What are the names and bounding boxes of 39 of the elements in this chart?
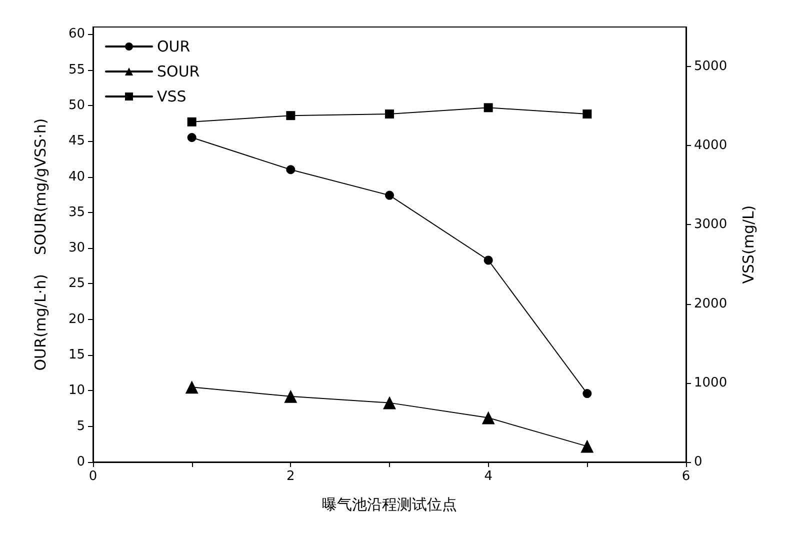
y-tick-label: 60: [68, 26, 85, 42]
y-tick-label: 0: [76, 454, 85, 470]
y2-tick-label: 5000: [694, 59, 728, 74]
y-axis-title: OUR(mg/L·h) SOUR(mg/gVSS·h): [32, 118, 50, 371]
y-tick-label: 20: [68, 312, 85, 327]
x-tick-label: 6: [682, 469, 690, 484]
y2-axis-title: VSS(mg/L): [740, 205, 758, 284]
point: [484, 256, 493, 265]
point: [582, 389, 592, 398]
y2-tick-label: 4000: [694, 138, 728, 154]
point: [187, 133, 196, 142]
point: [286, 165, 296, 174]
y-tick-label: 15: [68, 348, 85, 363]
y-tick-label: 25: [68, 276, 85, 292]
x-tick-label: 4: [484, 469, 492, 484]
y2-tick-label: 1000: [694, 375, 728, 390]
point: [580, 440, 594, 453]
y-tick-label: 55: [68, 62, 85, 78]
y2-tick-label: 3000: [694, 217, 728, 232]
legend-label: VSS: [157, 88, 186, 106]
legend-label: SOUR: [157, 62, 200, 80]
y-tick-label: 35: [68, 204, 85, 220]
point: [284, 390, 298, 403]
y-tick-label: 5: [76, 418, 85, 434]
y-tick-label: 40: [68, 169, 85, 184]
x-axis-title: 曝气池沿程测试位点: [322, 496, 457, 514]
legend-label: OUR: [157, 38, 190, 56]
x-tick-label: 2: [286, 469, 295, 484]
y2-tick-label: 2000: [694, 296, 728, 312]
y2-tick-label: 0: [694, 454, 702, 470]
y-tick-label: 10: [68, 383, 85, 398]
y-tick-label: 50: [68, 98, 85, 113]
y-tick-label: 45: [68, 134, 85, 149]
point: [385, 190, 394, 200]
point: [383, 396, 396, 410]
y-tick-label: 30: [68, 240, 85, 256]
point: [185, 380, 198, 394]
point: [482, 411, 495, 424]
x-tick-label: 0: [88, 469, 98, 484]
